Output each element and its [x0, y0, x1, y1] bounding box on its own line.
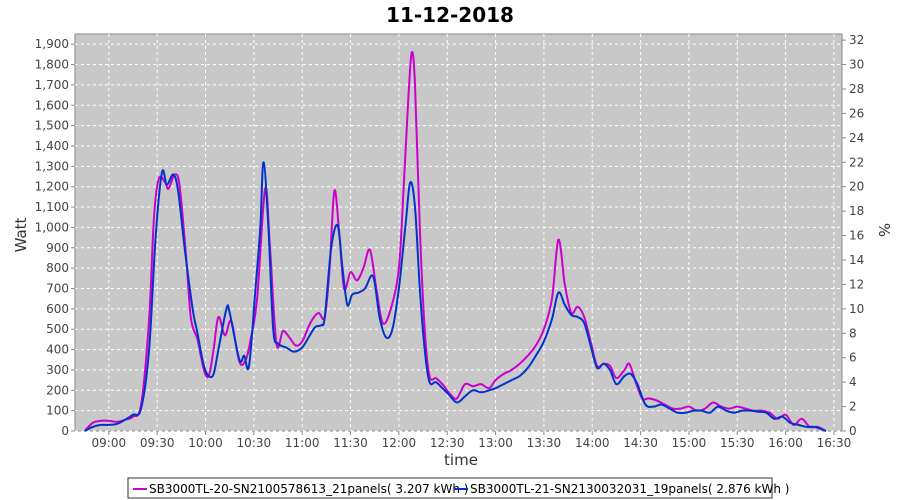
- x-tick-label: 15:30: [720, 436, 755, 450]
- x-tick-label: 11:00: [285, 436, 320, 450]
- y-tick-label: 1,000: [35, 220, 69, 234]
- x-tick-label: 14:30: [623, 436, 658, 450]
- x-tick-label: 13:00: [478, 436, 513, 450]
- y2-tick-label: 28: [849, 82, 864, 96]
- y-tick-label: 1,600: [35, 98, 69, 112]
- y2-tick-label: 14: [849, 253, 864, 267]
- x-tick-label: 09:30: [140, 436, 175, 450]
- plot-area: [74, 33, 843, 432]
- y-tick-label: 800: [46, 261, 69, 275]
- y-tick-label: 200: [46, 383, 69, 397]
- x-tick-label: 12:30: [430, 436, 465, 450]
- x-axis: 09:00 09:30 10:00 10:30 11:00 11:30 12:00 12:30…: [92, 431, 852, 450]
- x-tick-label: 10:00: [188, 436, 223, 450]
- y2-tick-label: 12: [849, 277, 864, 291]
- y-tick-label: 500: [46, 322, 69, 336]
- y-tick-label: 1,900: [35, 37, 69, 51]
- y2-tick-label: 10: [849, 302, 864, 316]
- legend-box: [127, 477, 773, 499]
- y2-tick-label: 2: [849, 400, 857, 414]
- y-axis-label: Watt: [12, 217, 30, 252]
- x-tick-label: 09:00: [92, 436, 127, 450]
- x-tick-label: 12:00: [382, 436, 417, 450]
- y2-tick-label: 26: [849, 106, 864, 120]
- chart-title: 11-12-2018: [386, 3, 514, 27]
- y2-tick-label: 20: [849, 180, 864, 194]
- y2-tick-label: 6: [849, 351, 857, 365]
- y2-tick-label: 0: [849, 424, 857, 438]
- y-tick-label: 700: [46, 281, 69, 295]
- y-tick-label: 300: [46, 363, 69, 377]
- y2-tick-label: 18: [849, 204, 864, 218]
- legend: SB3000TL-20-SN2100578613_21panels( 3.207…: [127, 477, 789, 499]
- x-tick-label: 16:30: [817, 436, 852, 450]
- series-lines: [83, 51, 827, 432]
- y2-tick-label: 22: [849, 155, 864, 169]
- y-tick-label: 100: [46, 404, 69, 418]
- y2-axis-label: %: [875, 223, 893, 237]
- y-tick-label: 400: [46, 343, 69, 357]
- y2-tick-label: 8: [849, 326, 857, 340]
- y-tick-label: 1,700: [35, 78, 69, 92]
- y-tick-label: 1,300: [35, 159, 69, 173]
- series-line-2: [84, 161, 827, 432]
- x-tick-label: 16:00: [768, 436, 803, 450]
- y-tick-label: 1,800: [35, 58, 69, 72]
- x-tick-label: 13:30: [527, 436, 562, 450]
- y2-tick-label: 16: [849, 229, 864, 243]
- y2-tick-label: 4: [849, 375, 857, 389]
- y-tick-label: 600: [46, 302, 69, 316]
- legend-label-series-2: SB3000TL-21-SN2130032031_19panels( 2.876…: [470, 482, 789, 496]
- x-tick-label: 14:00: [575, 436, 610, 450]
- x-axis-label: time: [444, 451, 478, 469]
- series-line-1: [83, 51, 827, 432]
- x-tick-label: 11:30: [333, 436, 368, 450]
- y2-tick-label: 24: [849, 131, 864, 145]
- y-tick-label: 0: [61, 424, 69, 438]
- y2-tick-label: 30: [849, 58, 864, 72]
- y2-tick-label: 32: [849, 33, 864, 47]
- y-axis-left: 0 100 200 300 400 500 600 700 800 900 1,000 1,100 1,…: [35, 37, 75, 438]
- y-tick-label: 1,400: [35, 139, 69, 153]
- y-tick-label: 1,200: [35, 180, 69, 194]
- grid-lines: [75, 34, 842, 432]
- y-tick-label: 1,500: [35, 119, 69, 133]
- x-tick-label: 15:00: [672, 436, 707, 450]
- y-tick-label: 1,100: [35, 200, 69, 214]
- y-tick-label: 900: [46, 241, 69, 255]
- legend-label-series-1: SB3000TL-20-SN2100578613_21panels( 3.207…: [149, 482, 468, 496]
- x-tick-label: 10:30: [237, 436, 272, 450]
